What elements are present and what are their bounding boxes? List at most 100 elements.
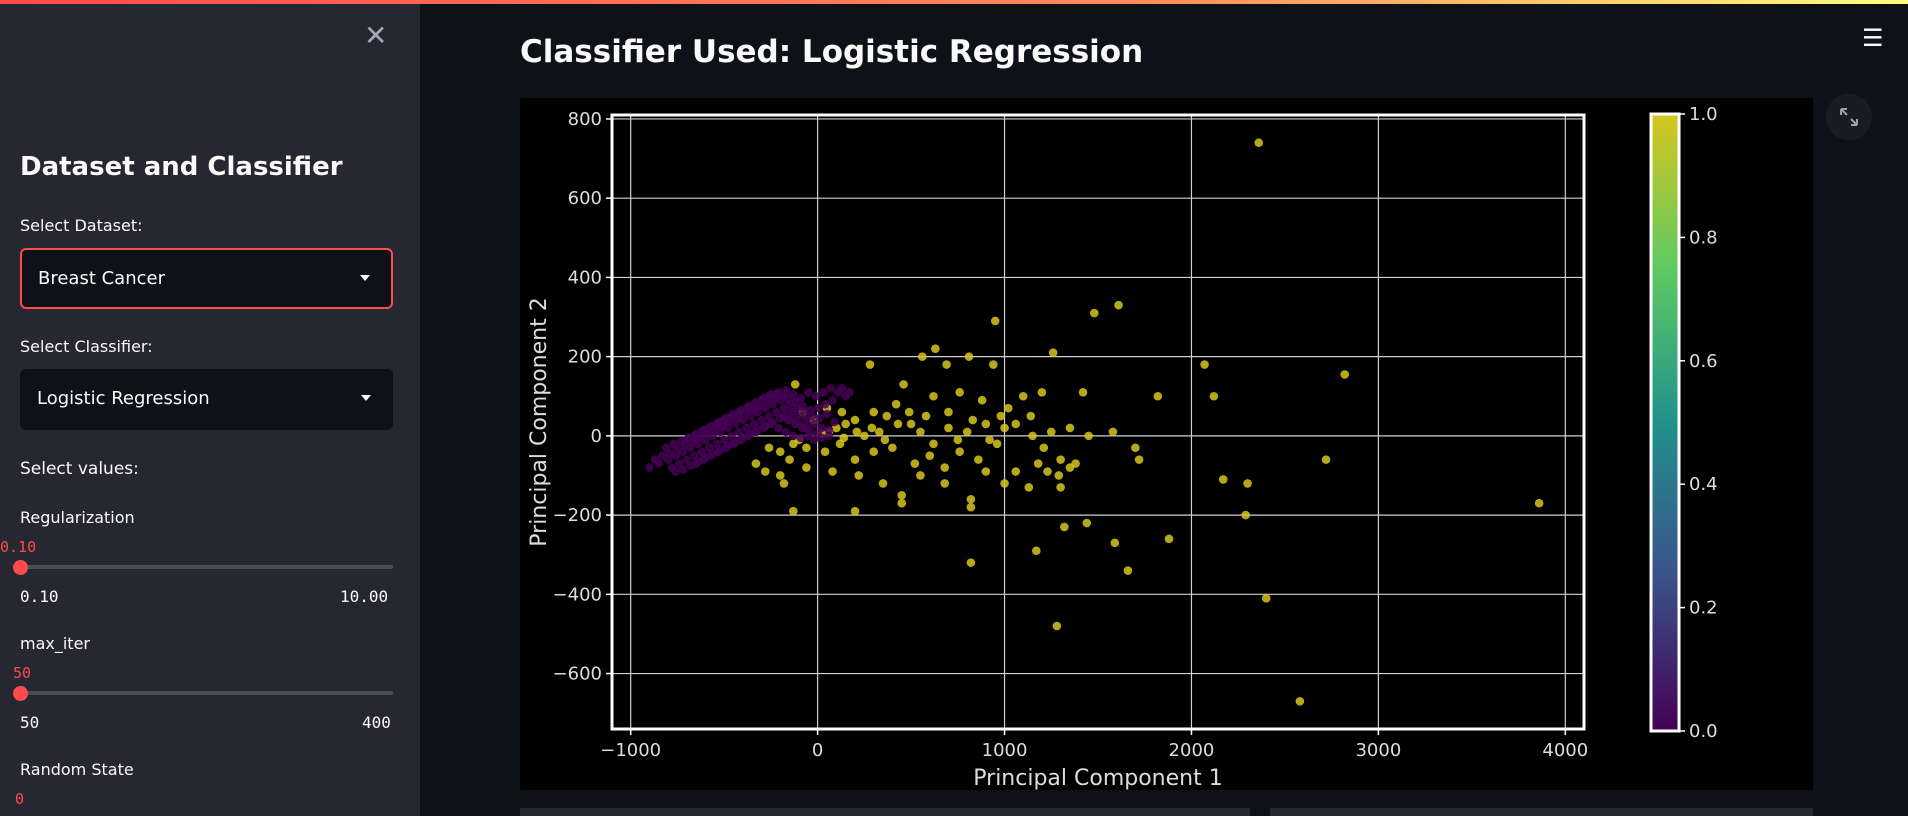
classifier-label: Select Classifier: (20, 337, 153, 356)
y-tick-label: −400 (553, 584, 602, 605)
data-point-class-1 (869, 407, 878, 417)
x-tick-label: −1000 (600, 740, 661, 761)
close-icon[interactable]: ✕ (364, 19, 388, 52)
max-iter-slider-thumb[interactable] (13, 686, 28, 701)
y-tick-label: −200 (553, 505, 602, 526)
data-point-class-1 (953, 435, 963, 445)
data-point-class-1 (904, 407, 914, 417)
data-point-class-1 (779, 479, 789, 488)
data-point-class-0 (822, 409, 832, 419)
data-point-class-1 (1026, 411, 1036, 421)
data-point-class-1 (1033, 459, 1043, 468)
data-point-class-1 (1046, 427, 1056, 437)
data-point-class-0 (802, 423, 811, 433)
colorbar-tick-label: 0.6 (1689, 351, 1718, 372)
data-point-class-1 (1110, 538, 1120, 548)
colorbar-tick-label: 1.0 (1689, 104, 1718, 125)
max-iter-value: 50 (13, 664, 32, 682)
data-point-class-0 (697, 427, 707, 437)
caret-down-icon (360, 275, 370, 281)
data-point-class-1 (1200, 360, 1209, 369)
data-point-class-1 (850, 455, 860, 464)
data-point-class-0 (704, 423, 714, 433)
data-point-class-1 (1243, 479, 1252, 488)
data-point-class-1 (1052, 621, 1062, 631)
data-point-class-1 (925, 451, 935, 460)
data-point-class-1 (974, 455, 983, 464)
data-point-class-1 (1218, 475, 1228, 484)
data-point-class-1 (880, 435, 890, 445)
data-point-class-1 (944, 407, 953, 417)
classifier-select[interactable]: Logistic Regression (20, 369, 393, 430)
data-point-class-0 (828, 395, 837, 405)
data-point-class-1 (850, 415, 860, 425)
data-point-class-0 (678, 465, 688, 474)
data-point-class-1 (897, 490, 907, 500)
data-point-class-0 (817, 433, 826, 443)
plot-frame (610, 113, 1586, 731)
data-point-class-1 (929, 439, 938, 449)
dataset-select[interactable]: Breast Cancer (20, 248, 393, 309)
data-point-class-0 (749, 399, 759, 409)
regularization-label: Regularization (20, 508, 135, 527)
data-point-class-0 (671, 467, 680, 476)
colorbar-tick-label: 0.2 (1689, 598, 1718, 619)
data-point-class-1 (820, 447, 830, 457)
regularization-slider[interactable] (20, 565, 393, 569)
max-iter-slider[interactable] (20, 691, 393, 695)
regularization-min: 0.10 (20, 587, 59, 606)
data-point-class-1 (893, 419, 903, 429)
data-point-class-1 (940, 479, 950, 488)
data-point-class-0 (789, 389, 798, 399)
data-point-class-1 (869, 447, 878, 457)
data-point-class-1 (1056, 455, 1065, 464)
data-point-class-1 (981, 419, 991, 429)
data-point-class-1 (1089, 308, 1099, 318)
colorbar-tick-label: 0.8 (1689, 227, 1718, 248)
data-point-class-0 (779, 411, 789, 421)
caret-down-icon (361, 395, 371, 401)
y-tick-label: 400 (568, 267, 602, 288)
data-point-class-1 (1024, 483, 1034, 492)
data-point-class-1 (1321, 455, 1331, 464)
data-point-class-0 (818, 387, 828, 397)
max-iter-min: 50 (20, 713, 40, 732)
data-point-class-1 (955, 387, 964, 397)
data-point-class-0 (824, 431, 834, 441)
data-point-class-1 (1003, 403, 1013, 413)
max-iter-max: 400 (362, 713, 391, 732)
page-title: Classifier Used: Logistic Regression (520, 34, 1144, 70)
scatter-plot-container: −1000 0 1000 2000 3000 4000 −600 −400 −200 0 200 40… (520, 98, 1813, 791)
data-point-class-1 (1065, 423, 1075, 433)
data-point-class-1 (944, 423, 953, 433)
data-point-class-0 (824, 425, 834, 435)
colorbar (1649, 112, 1681, 733)
data-point-class-0 (796, 433, 806, 443)
data-point-class-0 (691, 459, 701, 468)
data-point-class-0 (781, 386, 791, 395)
data-point-class-1 (1000, 423, 1009, 433)
expand-icon-glyph (1840, 108, 1858, 126)
regularization-slider-thumb[interactable] (13, 560, 28, 575)
top-decoration-bar (0, 0, 1908, 4)
data-point-class-1 (1153, 391, 1163, 401)
data-point-class-0 (645, 463, 654, 472)
data-point-class-1 (1108, 427, 1118, 437)
data-point-class-0 (803, 387, 813, 397)
data-point-class-0 (712, 419, 721, 429)
x-tick-label: 3000 (1355, 740, 1401, 761)
data-point-class-0 (669, 439, 678, 449)
data-point-class-1 (802, 443, 811, 453)
data-point-class-0 (789, 431, 798, 441)
y-tick-label: 600 (568, 188, 602, 209)
scatter-plot: −1000 0 1000 2000 3000 4000 −600 −400 −200 0 200 40… (527, 104, 1718, 791)
data-point-class-0 (699, 455, 708, 464)
expand-icon[interactable] (1826, 94, 1872, 140)
data-point-class-1 (802, 463, 811, 472)
data-point-class-1 (867, 423, 877, 433)
hamburger-menu-icon[interactable]: ☰ (1862, 24, 1884, 52)
random-state-label: Random State (20, 760, 134, 779)
data-point-class-1 (1534, 498, 1544, 508)
data-point-class-0 (734, 407, 744, 417)
data-point-class-1 (841, 419, 850, 429)
